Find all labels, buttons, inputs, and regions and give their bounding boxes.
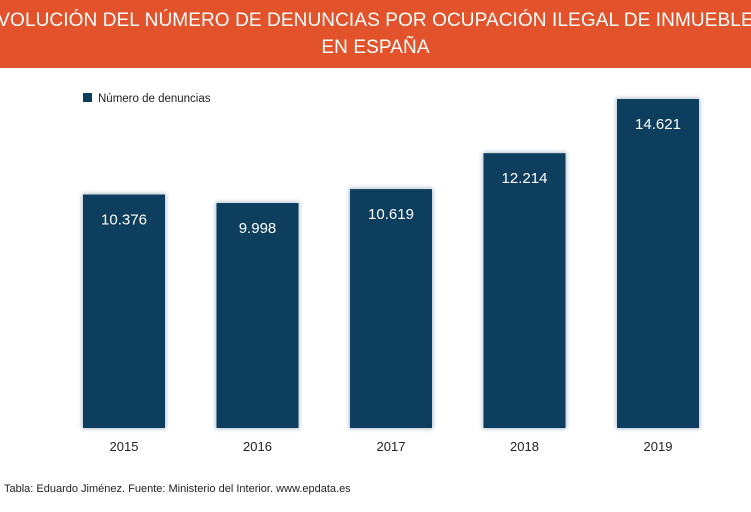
bar-2018 — [483, 153, 566, 428]
x-tick-label-2019: 2019 — [644, 439, 673, 454]
bar-2019 — [617, 99, 699, 428]
bars: 10.376 9.998 10.619 12.214 14.621 — [82, 98, 700, 429]
legend-swatch — [83, 93, 92, 102]
bar-value-label-2018: 12.214 — [502, 170, 548, 187]
bar-2016 — [216, 203, 299, 428]
chart-title-line-2: EN ESPAÑA — [321, 37, 430, 58]
bar-chart: Número de denuncias 10.376 9.998 10.619 12.… — [0, 68, 751, 468]
x-tick-label-2016: 2016 — [243, 439, 272, 454]
x-tick-label-2017: 2017 — [377, 439, 406, 454]
legend-label: Número de denuncias — [98, 93, 211, 105]
bar-chart-svg: Número de denuncias 10.376 9.998 10.619 12.… — [82, 93, 700, 454]
bar-value-label-2016: 9.998 — [239, 220, 277, 237]
title-banner: EVOLUCIÓN DEL NÚMERO DE DENUNCIAS POR OC… — [0, 0, 751, 68]
bar-value-label-2015: 10.376 — [101, 212, 147, 229]
bar-value-label-2017: 10.619 — [368, 206, 414, 223]
x-tick-label-2015: 2015 — [110, 439, 139, 454]
bar-2015 — [83, 194, 165, 428]
legend: Número de denuncias — [83, 93, 211, 105]
source-note: Tabla: Eduardo Jiménez. Fuente: Minister… — [4, 483, 351, 495]
x-tick-label-2018: 2018 — [510, 439, 539, 454]
bar-2017 — [350, 189, 432, 428]
x-axis: 2015 2016 2017 2018 2019 — [110, 439, 673, 454]
chart-title-line-1: EVOLUCIÓN DEL NÚMERO DE DENUNCIAS POR OC… — [0, 10, 751, 31]
bar-value-label-2019: 14.621 — [635, 116, 681, 133]
